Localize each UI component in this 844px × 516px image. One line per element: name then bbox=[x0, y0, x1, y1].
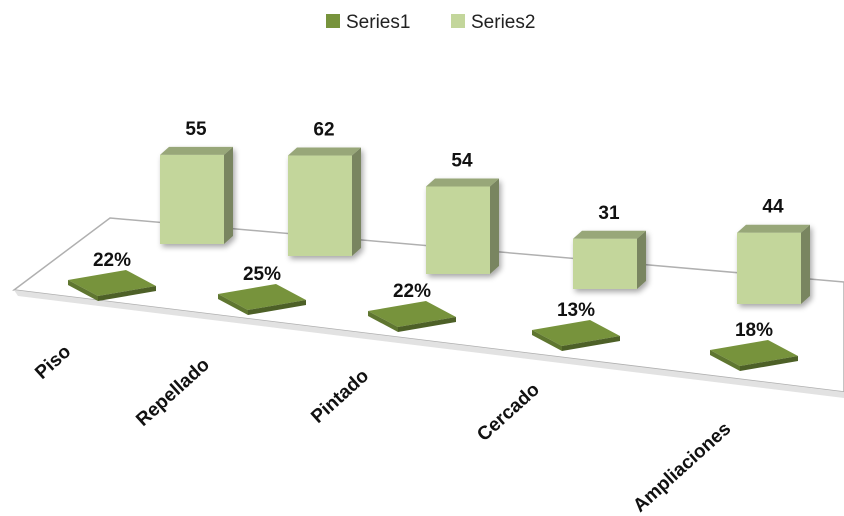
category-label-pintado: Pintado bbox=[307, 365, 373, 427]
data-label-series1-piso: 22% bbox=[93, 250, 131, 271]
bar-series2-side bbox=[637, 230, 646, 289]
bar-series2-side bbox=[490, 178, 499, 274]
bar-series1-ampliaciones bbox=[710, 340, 798, 371]
bar-series1-pintado bbox=[368, 301, 456, 332]
bar-series1-repellado bbox=[218, 284, 306, 315]
bar-series1-side bbox=[248, 300, 306, 315]
category-label-repellado: Repellado bbox=[132, 354, 214, 430]
bar-series1-front bbox=[532, 330, 562, 351]
bar-series2-front bbox=[288, 155, 352, 256]
category-label-piso: Piso bbox=[31, 341, 75, 383]
bar-series1-front bbox=[368, 311, 398, 332]
bar-series2-pintado bbox=[426, 178, 499, 274]
data-label-series1-ampliaciones: 18% bbox=[735, 320, 773, 341]
bar-series2-front bbox=[573, 238, 637, 289]
bar-series2-repellado bbox=[288, 147, 361, 256]
legend-label-series1: Series1 bbox=[346, 12, 410, 33]
chart-marks bbox=[68, 146, 810, 371]
bar-series1-top bbox=[68, 270, 156, 296]
data-label-series1-repellado: 25% bbox=[243, 264, 281, 285]
bar-series1-piso bbox=[68, 270, 156, 301]
bar-series2-front bbox=[737, 232, 801, 304]
bar-series2-top bbox=[288, 147, 361, 156]
bar-series1-front bbox=[218, 294, 248, 315]
legend: Series1 Series2 bbox=[326, 12, 535, 33]
bar-series1-front bbox=[710, 350, 740, 371]
data-label-series2-cercado: 31 bbox=[598, 203, 620, 224]
bar-series2-ampliaciones bbox=[737, 224, 810, 304]
bar-series2-side bbox=[801, 224, 810, 304]
bar-series1-top bbox=[710, 340, 798, 366]
bar-series2-front bbox=[160, 154, 224, 244]
bar-series2-cercado bbox=[573, 230, 646, 289]
category-label-cercado: Cercado bbox=[473, 379, 544, 445]
data-label-series1-cercado: 13% bbox=[557, 300, 595, 321]
bar-series2-top bbox=[160, 146, 233, 155]
bar-series1-side bbox=[98, 286, 156, 301]
legend-swatch-series2 bbox=[451, 14, 465, 28]
floor-shadow bbox=[14, 290, 844, 398]
data-label-series2-piso: 55 bbox=[185, 119, 207, 140]
bar-series2-side bbox=[352, 147, 361, 256]
legend-swatch-series1 bbox=[326, 14, 340, 28]
bar-series2-top bbox=[573, 230, 646, 239]
bar-series2-piso bbox=[160, 146, 233, 244]
bar-series1-top bbox=[368, 301, 456, 327]
bar-series1-side bbox=[562, 336, 620, 351]
data-label-series1-pintado: 22% bbox=[393, 281, 431, 302]
data-label-series2-repellado: 62 bbox=[313, 120, 334, 141]
category-label-ampliaciones: Ampliaciones bbox=[629, 418, 735, 516]
bar-series1-cercado bbox=[532, 320, 620, 351]
bar-series2-top bbox=[737, 224, 810, 233]
bar-series2-side bbox=[224, 146, 233, 244]
bar-series2-front bbox=[426, 186, 490, 274]
bar-series1-side bbox=[398, 317, 456, 332]
legend-label-series2: Series2 bbox=[471, 12, 535, 33]
bar-series1-front bbox=[68, 280, 98, 301]
data-label-series2-pintado: 54 bbox=[451, 151, 473, 172]
bar-series1-top bbox=[532, 320, 620, 346]
bar-series1-top bbox=[218, 284, 306, 310]
bar-series2-top bbox=[426, 178, 499, 187]
data-label-series2-ampliaciones: 44 bbox=[762, 197, 784, 218]
bar-series1-side bbox=[740, 356, 798, 371]
